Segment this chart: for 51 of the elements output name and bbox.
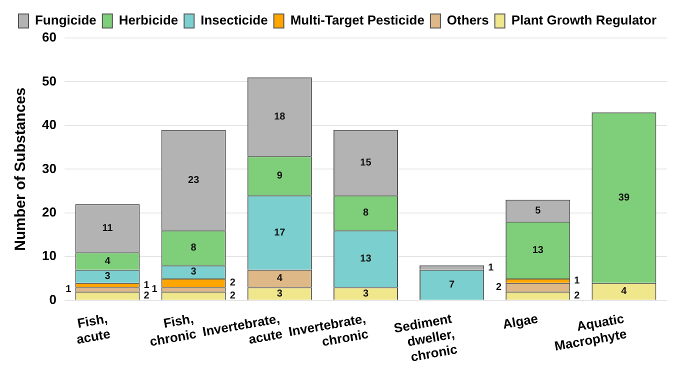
data-label: 2 — [144, 290, 150, 302]
data-label: 13 — [360, 254, 372, 265]
y-tick-label: 10 — [42, 248, 56, 264]
data-label: 1 — [488, 262, 494, 274]
y-tick-label: 60 — [42, 30, 56, 45]
data-label: 3 — [104, 271, 111, 282]
data-label: 4 — [621, 286, 628, 298]
data-label: 1 — [66, 284, 72, 296]
data-label: 11 — [102, 222, 114, 234]
x-tick-label: Invertebrate, acute — [201, 310, 284, 347]
y-tick-label: 50 — [42, 73, 56, 88]
legend-label: Plant Growth Regulator — [511, 12, 657, 28]
data-label: 23 — [188, 174, 200, 186]
x-tick-label: Sediment dweller, chronic — [392, 310, 458, 364]
y-tick-label: 20 — [42, 204, 56, 220]
data-label: 17 — [274, 227, 286, 238]
x-tick-label: Invertebrate, chronic — [287, 310, 370, 350]
legend-label: Multi-Target Pesticide — [290, 12, 424, 28]
data-label: 9 — [276, 170, 283, 182]
legend-label: Fungicide — [34, 12, 96, 28]
y-tick-label: 40 — [42, 117, 56, 132]
legend-label: Herbicide — [118, 12, 178, 28]
legend-label: Insecticide — [200, 12, 268, 28]
data-label: 2 — [230, 290, 236, 302]
x-tick-label: Aquatic Macrophyte — [553, 310, 628, 354]
y-tick-label: 30 — [42, 160, 56, 176]
data-label: 18 — [274, 111, 286, 122]
data-label: 5 — [535, 205, 542, 216]
y-axis-title: Number of Substances — [12, 87, 30, 251]
data-label: 1 — [574, 275, 580, 286]
data-label: 2 — [574, 290, 580, 302]
data-label: 2 — [230, 278, 236, 289]
data-label: 39 — [618, 192, 630, 204]
data-label: 8 — [190, 242, 197, 254]
data-label: 3 — [276, 288, 283, 300]
data-label: 3 — [362, 288, 369, 300]
data-label: 7 — [449, 280, 456, 291]
data-label: 4 — [104, 256, 111, 267]
y-tick-label: 0 — [49, 292, 56, 307]
legend-label: Others — [446, 12, 489, 28]
data-label: 3 — [190, 266, 197, 278]
data-label: 2 — [496, 282, 502, 293]
x-tick-label: Algae — [502, 310, 540, 332]
x-tick-label: Fish, acute — [75, 310, 112, 347]
data-label: 1 — [152, 284, 158, 296]
data-label: 4 — [276, 273, 283, 284]
data-label: 8 — [362, 208, 369, 219]
x-tick-label: Fish, chronic — [148, 310, 198, 350]
data-label: 15 — [360, 157, 372, 168]
data-label: 1 — [144, 280, 150, 291]
data-label: 13 — [532, 244, 544, 256]
